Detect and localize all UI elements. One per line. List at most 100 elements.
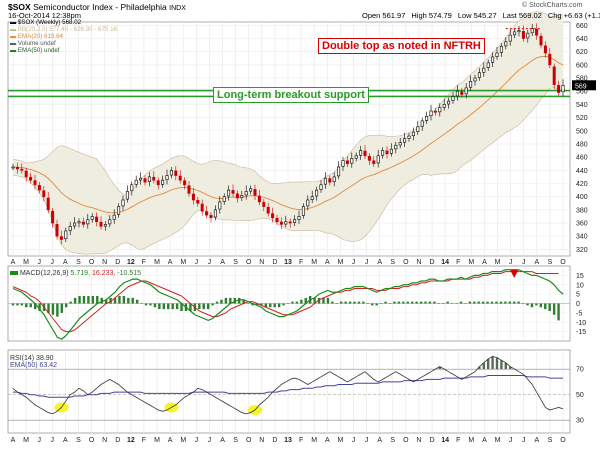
candle-body <box>46 197 50 211</box>
x-tick-label-bottom: J <box>509 437 513 444</box>
x-tick-label-bottom: M <box>337 437 343 444</box>
candle-body <box>130 184 134 192</box>
price-y-tick: 460 <box>576 155 588 162</box>
macd-hist-bar <box>348 301 352 304</box>
macd-hist-bar <box>78 296 81 304</box>
x-tick-label: F <box>299 259 303 266</box>
macd-hist-bar <box>548 303 551 311</box>
candle-body <box>174 170 178 176</box>
macd-hist-bar <box>326 297 330 304</box>
x-tick-label: O <box>560 259 566 266</box>
candle-body <box>222 196 226 202</box>
x-tick-label-bottom: A <box>63 437 68 444</box>
candle-body <box>240 195 244 199</box>
candle-body <box>337 166 341 177</box>
candle-body <box>301 206 305 216</box>
ohlc-open: Open 561.97 <box>362 11 406 20</box>
candle-body <box>112 214 116 220</box>
macd-hist-bar <box>215 301 219 304</box>
candle-body <box>191 193 195 201</box>
macd-hist-bar <box>508 301 511 304</box>
candle-body <box>227 189 231 197</box>
x-tick-label-bottom: F <box>456 437 460 444</box>
candle-body <box>350 158 354 164</box>
x-tick-label: A <box>534 259 539 266</box>
x-tick-label-bottom: S <box>76 437 81 444</box>
candle-body <box>323 177 327 185</box>
macd-hist-bar <box>180 303 183 311</box>
candle-body <box>403 138 407 143</box>
macd-hist-bar <box>397 301 401 304</box>
legend-item: ▬ EMA(20) 615.64 <box>10 33 63 40</box>
macd-hist-bar <box>277 303 281 308</box>
macd-hist-bar <box>264 303 268 308</box>
macd-hist-bar <box>38 303 41 311</box>
x-tick-label-bottom: N <box>416 437 421 444</box>
macd-hist-bar <box>144 303 148 306</box>
x-tick-label-bottom: D <box>272 437 277 444</box>
macd-hist-bar <box>51 303 55 315</box>
x-tick-label: F <box>456 259 460 266</box>
candle-body <box>319 184 323 190</box>
ema20-line <box>12 55 564 214</box>
candle-body <box>306 199 310 207</box>
legend-item: ▬ BB(20,2.0) 577.45 - 626.30 - 675.16 <box>10 26 117 33</box>
price-y-tick: 440 <box>576 168 588 175</box>
macd-hist-bar <box>517 301 520 304</box>
price-y-tick: 660 <box>576 23 588 30</box>
macd-hist-bar <box>131 297 134 304</box>
macd-hist-bar <box>47 303 50 313</box>
macd-hist-bar <box>189 303 192 311</box>
candle-body <box>482 67 486 73</box>
x-tick-label-bottom: A <box>325 437 330 444</box>
candle-body <box>394 144 398 150</box>
candle-body <box>218 201 222 210</box>
macd-hist-bar <box>317 297 321 304</box>
macd-hist-bar <box>313 297 316 304</box>
candle-body <box>165 175 169 181</box>
macd-hist-bar <box>113 297 117 304</box>
candle-body <box>372 160 376 165</box>
x-tick-label-bottom: N <box>102 437 107 444</box>
macd-hist-bar <box>486 301 489 304</box>
candle-body <box>59 236 63 240</box>
x-tick-label-bottom: O <box>89 437 95 444</box>
macd-hist-bar <box>56 303 59 317</box>
macd-hist-bar <box>162 303 166 310</box>
candle-body <box>253 189 257 196</box>
macd-hist-bar <box>211 303 214 306</box>
candle-body <box>552 66 556 85</box>
candle-body <box>499 46 503 53</box>
macd-hist-bar <box>513 301 516 304</box>
macd-hist-bar <box>91 296 95 304</box>
x-tick-label-bottom: O <box>560 437 566 444</box>
x-tick-label: M <box>23 259 29 266</box>
candle-body <box>420 120 424 127</box>
x-tick-label-bottom: J <box>365 437 369 444</box>
macd-y-tick: -5 <box>576 310 582 317</box>
candle-body <box>156 180 160 186</box>
candle-body <box>359 150 363 156</box>
macd-hist-bar <box>530 303 534 308</box>
macd-hist-bar <box>25 303 28 308</box>
candle-body <box>442 104 446 108</box>
macd-hist-bar <box>459 301 463 304</box>
candle-body <box>187 185 191 194</box>
macd-hist-bar <box>171 303 174 310</box>
x-tick-label: A <box>63 259 68 266</box>
ohlc-readout: Open 561.97 High 574.79 Low 545.27 Last … <box>362 11 600 20</box>
x-tick-label-bottom: J <box>51 437 55 444</box>
macd-label-value: 5.719, <box>70 270 91 277</box>
candle-body <box>530 28 534 34</box>
macd-hist-bar <box>455 303 458 304</box>
last-price-box <box>572 80 596 91</box>
x-tick-label: M <box>180 259 186 266</box>
x-tick-label-bottom: 14 <box>441 437 449 444</box>
candle-body <box>77 221 81 224</box>
candle-body <box>147 176 151 182</box>
candle-body <box>486 62 490 68</box>
x-tick-label-bottom: O <box>403 437 409 444</box>
price-y-tick: 520 <box>576 115 588 122</box>
x-tick-label: A <box>482 259 487 266</box>
x-tick-label: S <box>390 259 395 266</box>
